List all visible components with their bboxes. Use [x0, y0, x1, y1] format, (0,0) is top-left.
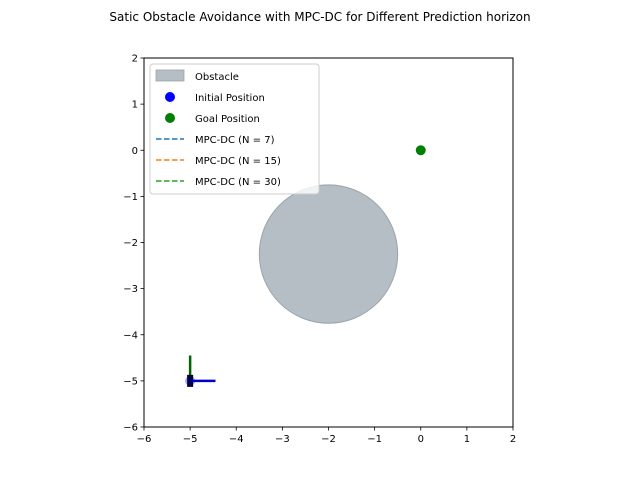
- x-tick-label: −4: [229, 434, 244, 445]
- y-tick-label: −4: [123, 330, 138, 341]
- obstacle-circle: [258, 184, 399, 324]
- x-axis: −6 −5 −4 −3 −2 −1 0 1 2: [137, 427, 516, 445]
- y-axis: −6 −5 −4 −3 −2 −1 0 1 2: [123, 54, 144, 434]
- legend-obstacle-swatch: [155, 69, 185, 82]
- y-tick-label: −6: [123, 423, 138, 434]
- initial-position-marker: [185, 375, 196, 386]
- x-tick-label: −6: [137, 434, 152, 445]
- x-tick-label: 0: [418, 434, 424, 445]
- y-tick-label: −2: [123, 238, 138, 249]
- legend-obstacle-label: Obstacle: [195, 72, 239, 83]
- legend: Obstacle Initial Position Goal Position …: [149, 63, 320, 195]
- legend-goal-swatch: [165, 113, 175, 123]
- legend-series-n7-label: MPC-DC (N = 7): [195, 135, 275, 146]
- legend-initial-label: Initial Position: [195, 93, 265, 104]
- y-tick-label: 1: [132, 100, 138, 111]
- legend-box: [149, 63, 320, 195]
- legend-goal-label: Goal Position: [195, 114, 260, 125]
- legend-initial-swatch: [165, 92, 175, 102]
- x-tick-label: 1: [464, 434, 470, 445]
- robot-body: [187, 374, 194, 387]
- x-tick-label: −5: [183, 434, 198, 445]
- x-tick-label: 2: [510, 434, 516, 445]
- y-tick-label: 2: [132, 54, 138, 65]
- y-tick-label: −3: [123, 284, 138, 295]
- goal-position-marker: [415, 145, 426, 156]
- x-tick-label: −3: [275, 434, 290, 445]
- y-tick-label: 0: [132, 146, 138, 157]
- legend-series-n15-label: MPC-DC (N = 15): [195, 156, 281, 167]
- chart-title: Satic Obstacle Avoidance with MPC-DC for…: [109, 10, 530, 24]
- legend-series-n30-label: MPC-DC (N = 30): [195, 177, 281, 188]
- y-tick-label: −1: [123, 192, 138, 203]
- robot-frame: [187, 355, 216, 387]
- x-tick-label: −2: [321, 434, 336, 445]
- x-tick-label: −1: [367, 434, 382, 445]
- y-tick-label: −5: [123, 376, 138, 387]
